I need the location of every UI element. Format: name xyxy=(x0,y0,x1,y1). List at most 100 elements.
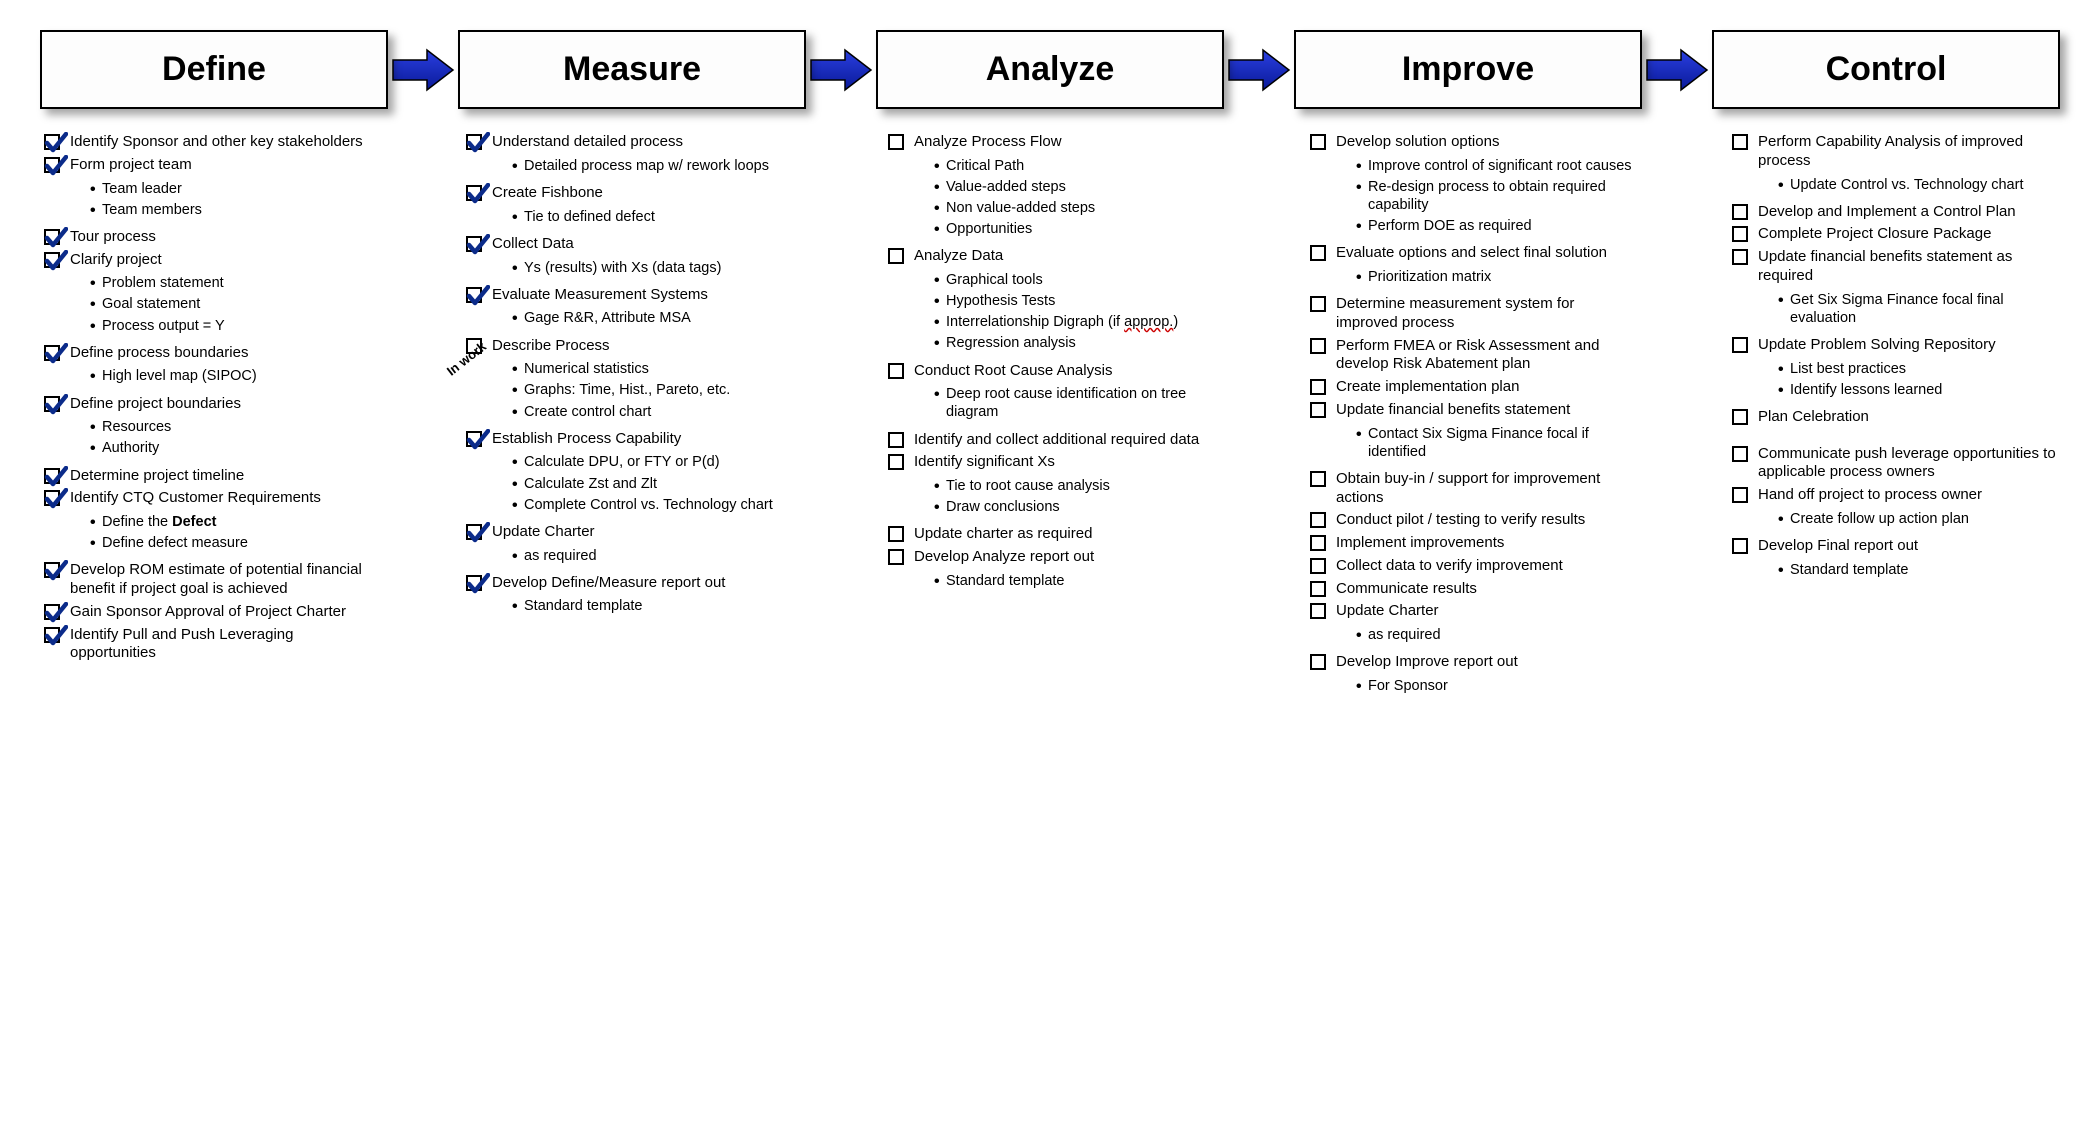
checklist-item: Evaluate options and select final soluti… xyxy=(1310,244,1638,291)
sub-list: Gage R&R, Attribute MSA xyxy=(492,304,794,332)
checklist-item: Communicate results xyxy=(1310,580,1638,599)
checkbox-empty-icon xyxy=(1732,446,1748,462)
sub-list-item: Graphical tools xyxy=(934,271,1216,289)
checklist-item: Analyze Process Flow Critical Path Value-a… xyxy=(888,133,1216,243)
checkbox-empty-icon xyxy=(888,134,904,150)
sub-list: High level map (SIPOC) xyxy=(70,362,372,390)
sub-list-item: Team leader xyxy=(90,180,372,198)
sub-list-item: Improve control of significant root caus… xyxy=(1356,157,1638,175)
checkbox-empty-icon xyxy=(888,248,904,264)
checklist-item-label: Evaluate options and select final soluti… xyxy=(1336,244,1607,261)
checklist-item-label: Identify CTQ Customer Requirements xyxy=(70,489,321,506)
checklist-item-label: Understand detailed process xyxy=(492,133,683,150)
phase-box-measure: Measure xyxy=(458,30,806,109)
checklist-item: Analyze DataGraphical toolsHypothesis Te… xyxy=(888,247,1216,357)
checklist-item-label: Form project team xyxy=(70,156,192,173)
checkbox-checked-icon xyxy=(44,627,60,643)
checklist-item-label: Plan Celebration xyxy=(1758,408,1869,425)
checklist-item-label: Update Charter xyxy=(1336,602,1439,619)
checklist-item: Define project boundariesResourcesAuthor… xyxy=(44,395,372,463)
checklist-item: In workDescribe ProcessNumerical statist… xyxy=(466,337,794,426)
phase-box-analyze: Analyze xyxy=(876,30,1224,109)
checklist-item: Identify Sponsor and other key stakehold… xyxy=(44,133,372,152)
checklist-item-label: Communicate push leverage opportunities … xyxy=(1758,445,2056,481)
checklist-item-label: Identify Pull and Push Leveraging opport… xyxy=(70,626,293,662)
phase-column-define: Identify Sponsor and other key stakehold… xyxy=(40,129,372,667)
phase-column-measure: Understand detailed processDetailed proc… xyxy=(462,129,794,625)
checkbox-checked-icon xyxy=(44,562,60,578)
checklist-item: Create implementation plan xyxy=(1310,378,1638,397)
checklist-item: Implement improvements xyxy=(1310,534,1638,553)
checkbox-empty-icon xyxy=(1310,512,1326,528)
sub-list: Team leaderTeam members xyxy=(70,175,372,224)
sub-list: Define the DefectDefine defect measure xyxy=(70,508,372,557)
checkbox-empty-icon xyxy=(1310,402,1326,418)
checkmark-icon xyxy=(44,394,68,418)
checklist-item-label: Collect data to verify improvement xyxy=(1336,557,1563,574)
checklist: Develop solution optionsImprove control … xyxy=(1306,133,1638,700)
checklist-item-label: Evaluate Measurement Systems xyxy=(492,286,708,303)
checklist-item: Form project team Team leaderTeam members xyxy=(44,156,372,224)
checkbox-empty-icon xyxy=(888,454,904,470)
phase-column-improve: Develop solution optionsImprove control … xyxy=(1306,129,1638,704)
checklist-item: Conduct pilot / testing to verify result… xyxy=(1310,511,1638,530)
sub-list-item: Opportunities xyxy=(934,220,1216,238)
checklist-item-label: Develop Improve report out xyxy=(1336,653,1518,670)
checkbox-checked-icon xyxy=(44,157,60,173)
phase-box-control: Control xyxy=(1712,30,2060,109)
sub-list: Standard template xyxy=(492,592,794,620)
sub-list-item: Complete Control vs. Technology chart xyxy=(512,496,794,514)
sub-list: Graphical toolsHypothesis TestsInterrela… xyxy=(914,266,1216,358)
checkbox-empty-icon xyxy=(1310,379,1326,395)
sub-list-item: Value-added steps xyxy=(934,178,1216,196)
checkmark-icon xyxy=(44,227,68,251)
checklist-item-label: Establish Process Capability xyxy=(492,430,681,447)
sub-list-item: Re-design process to obtain required cap… xyxy=(1356,178,1638,214)
checkbox-empty-icon xyxy=(1732,409,1748,425)
checkbox-checked-icon xyxy=(44,490,60,506)
sub-list-item: Contact Six Sigma Finance focal if ident… xyxy=(1356,425,1638,461)
checklist-item-label: Identify and collect additional required… xyxy=(914,431,1199,448)
checkbox-checked-icon xyxy=(466,236,482,252)
sub-list-item: Deep root cause identification on tree d… xyxy=(934,385,1216,421)
checklist-item-label: Develop ROM estimate of potential financ… xyxy=(70,561,362,597)
checkmark-icon xyxy=(44,625,68,649)
checkbox-empty-icon xyxy=(1310,535,1326,551)
checklist-item-label: Conduct Root Cause Analysis xyxy=(914,362,1112,379)
checklist-item-label: Analyze Process Flow xyxy=(914,133,1062,150)
sub-list-item: Regression analysis xyxy=(934,334,1216,352)
checklist: Identify Sponsor and other key stakehold… xyxy=(40,133,372,663)
checklist-item: Develop Analyze report out Standard templ… xyxy=(888,548,1216,595)
checkbox-empty-icon xyxy=(1310,245,1326,261)
sub-list-item: Graphs: Time, Hist., Pareto, etc. xyxy=(512,381,794,399)
sub-list-item: Interrelationship Digraph (if approp.) xyxy=(934,313,1216,331)
checkmark-icon xyxy=(44,132,68,156)
checkbox-checked-icon xyxy=(466,287,482,303)
checkmark-icon xyxy=(44,250,68,274)
checklist-item: Identify Pull and Push Leveraging opport… xyxy=(44,626,372,664)
checklist-item-label: Update charter as required xyxy=(914,525,1092,542)
arrow-icon xyxy=(1227,46,1291,94)
checkbox-empty-icon xyxy=(1732,249,1748,265)
sub-list: as required xyxy=(492,542,794,570)
sub-list-item: as required xyxy=(1356,626,1638,644)
sub-list-item: Gage R&R, Attribute MSA xyxy=(512,309,794,327)
sub-list: Standard template xyxy=(914,567,1216,595)
checklist-item: Perform Capability Analysis of improved … xyxy=(1732,133,2060,199)
checkmark-icon xyxy=(466,429,490,453)
checklist-item: Communicate push leverage opportunities … xyxy=(1732,445,2060,483)
checklist-item-label: Obtain buy-in / support for improvement … xyxy=(1336,470,1600,506)
checklist-item-label: Define project boundaries xyxy=(70,395,241,412)
checkbox-checked-icon xyxy=(44,229,60,245)
checklist-item-label: Update Problem Solving Repository xyxy=(1758,336,1996,353)
checklist-item: Develop ROM estimate of potential financ… xyxy=(44,561,372,599)
sub-list-item: Identify lessons learned xyxy=(1778,381,2060,399)
checklist-item: Gain Sponsor Approval of Project Charter xyxy=(44,603,372,622)
checklist-item: Identify CTQ Customer Requirements Define… xyxy=(44,489,372,557)
checklist-item-label: Develop Analyze report out xyxy=(914,548,1094,565)
checkbox-checked-icon xyxy=(44,468,60,484)
sub-list-item: Critical Path xyxy=(934,157,1216,175)
sub-list: Critical PathValue-added stepsNon value-… xyxy=(914,152,1216,244)
checkbox-empty-icon xyxy=(1732,134,1748,150)
checklist-item-label: Perform FMEA or Risk Assessment and deve… xyxy=(1336,337,1599,373)
